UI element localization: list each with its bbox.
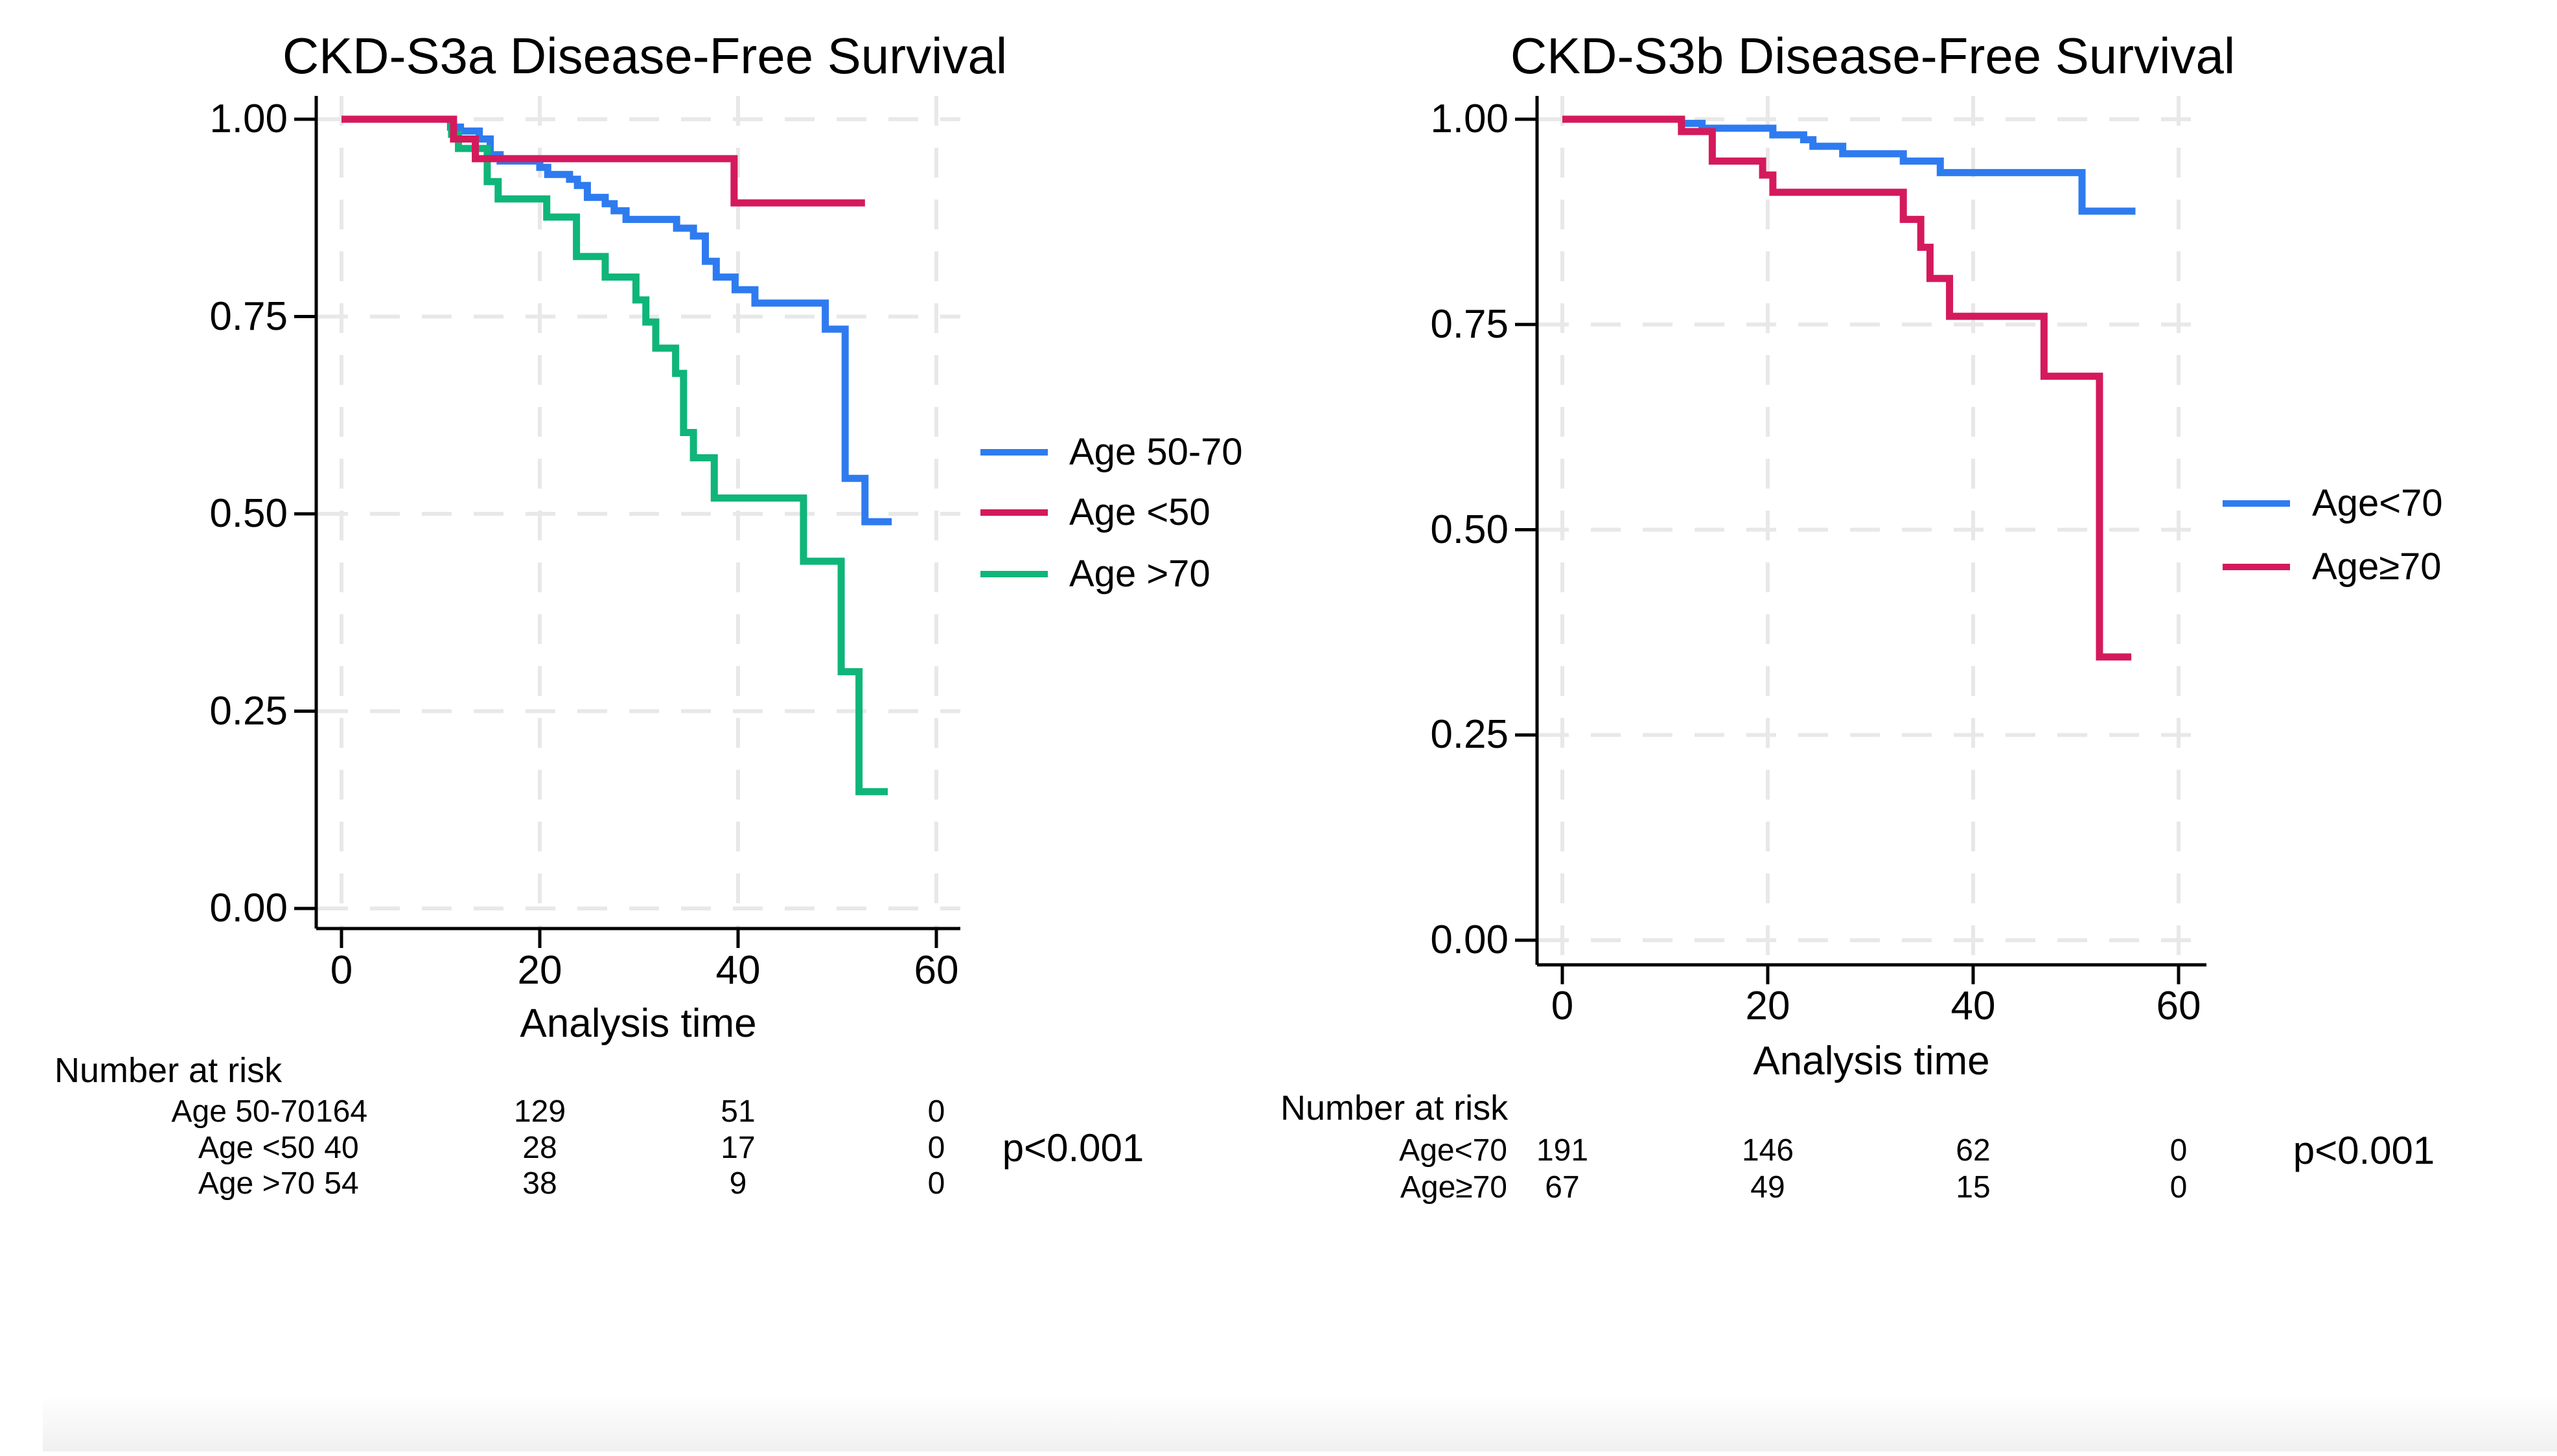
- x-axis-tick-label: 20: [517, 948, 562, 993]
- risk-count: 49: [1750, 1170, 1785, 1205]
- risk-count: 54: [324, 1166, 359, 1201]
- y-axis-tick-label: 0.75: [209, 294, 288, 339]
- chart-title: CKD-S3a Disease-Free Survival: [282, 27, 1008, 84]
- risk-count: 0: [2169, 1170, 2188, 1205]
- x-axis-tick-label: 0: [1551, 984, 1574, 1028]
- legend-item-label: Age <50: [1069, 491, 1210, 533]
- x-axis-tick-label: 40: [715, 948, 761, 993]
- y-axis-tick-label: 0.75: [1430, 301, 1509, 347]
- km-curve: [341, 115, 865, 207]
- y-axis-tick-label: 1.00: [1430, 97, 1509, 141]
- x-axis-label: Analysis time: [1753, 1039, 1990, 1083]
- chart-title: CKD-S3b Disease-Free Survival: [1510, 27, 2236, 84]
- risk-count: 40: [324, 1131, 359, 1165]
- risk-count: 129: [513, 1094, 566, 1129]
- risk-table-header: Number at risk: [1280, 1089, 1509, 1127]
- legend-item-label: Age≥70: [2312, 546, 2442, 588]
- risk-count: 0: [927, 1166, 945, 1201]
- risk-count: 67: [1545, 1170, 1580, 1205]
- risk-row-label: Age≥70: [1400, 1170, 1507, 1205]
- risk-count: 0: [927, 1094, 945, 1129]
- risk-row-label: Age >70: [198, 1166, 315, 1201]
- risk-count: 146: [1741, 1133, 1794, 1168]
- risk-count: 0: [2169, 1133, 2188, 1168]
- x-axis-tick-label: 40: [1950, 984, 1996, 1028]
- y-axis-tick-label: 0.00: [209, 886, 288, 930]
- risk-count: 38: [522, 1166, 557, 1201]
- x-axis-tick-label: 60: [2156, 984, 2201, 1028]
- risk-count: 62: [1956, 1133, 1991, 1168]
- x-axis-tick-label: 0: [330, 948, 353, 993]
- km-curve: [1562, 115, 2132, 661]
- y-axis-tick-label: 0.25: [209, 688, 288, 734]
- risk-row-label: Age<70: [1399, 1133, 1507, 1168]
- window-bottom-gradient: [43, 1394, 2557, 1451]
- x-axis-tick-label: 20: [1745, 984, 1790, 1028]
- risk-row-label: Age 50-70: [171, 1094, 315, 1129]
- risk-count: 164: [315, 1094, 368, 1129]
- risk-count: 28: [522, 1131, 557, 1165]
- p-value: p<0.001: [1002, 1126, 1144, 1170]
- y-axis-tick-label: 1.00: [209, 97, 288, 141]
- x-axis-label: Analysis time: [520, 1001, 757, 1046]
- risk-count: 51: [721, 1094, 756, 1129]
- legend-item-label: Age<70: [2312, 482, 2443, 524]
- y-axis-tick-label: 0.50: [209, 491, 288, 536]
- risk-count: 191: [1536, 1133, 1589, 1168]
- p-value: p<0.001: [2293, 1129, 2435, 1172]
- y-axis-tick-label: 0.25: [1430, 712, 1509, 757]
- legend-item-label: Age >70: [1069, 553, 1210, 595]
- km-curve: [1562, 115, 2136, 215]
- risk-row-label: Age <50: [198, 1131, 315, 1165]
- y-axis-tick-label: 0.50: [1430, 507, 1509, 552]
- y-axis-tick-label: 0.00: [1430, 918, 1509, 962]
- km-curve: [341, 115, 888, 796]
- x-axis-tick-label: 60: [914, 948, 959, 993]
- risk-count: 17: [721, 1131, 756, 1165]
- risk-count: 15: [1956, 1170, 1991, 1205]
- risk-count: 9: [729, 1166, 747, 1201]
- risk-table-header: Number at risk: [54, 1051, 283, 1090]
- risk-count: 0: [927, 1131, 945, 1165]
- legend-item-label: Age 50-70: [1069, 431, 1243, 473]
